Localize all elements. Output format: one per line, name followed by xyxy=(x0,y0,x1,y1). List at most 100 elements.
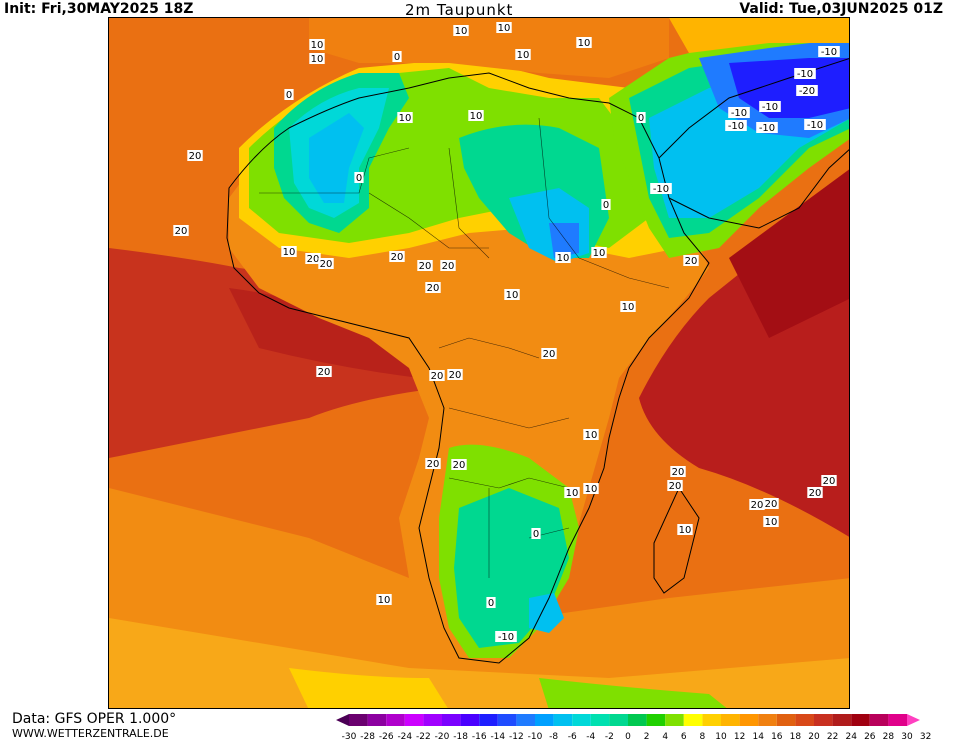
contour-label-text: 10 xyxy=(566,488,579,499)
legend-swatch xyxy=(776,714,796,726)
legend-tick-label: -6 xyxy=(568,732,577,741)
legend-tick-label: -14 xyxy=(490,732,505,741)
contour-label-text: 10 xyxy=(593,248,606,259)
legend-tick-label: 16 xyxy=(771,732,783,741)
legend-tick-label: -22 xyxy=(416,732,431,741)
contour-label: 10 xyxy=(504,289,520,301)
contour-label-box xyxy=(794,68,816,79)
arabian-sea-field xyxy=(729,169,849,338)
contour-label-text: 10 xyxy=(399,113,412,124)
contour-label: 10 xyxy=(583,429,599,441)
contour-label-box xyxy=(440,260,456,271)
contour-label-box xyxy=(541,348,557,359)
contour-label-box xyxy=(807,487,823,498)
contour-label-box xyxy=(667,480,683,491)
legend-swatch xyxy=(442,714,461,726)
contour-label-box xyxy=(392,51,402,62)
legend-tick-label: 24 xyxy=(845,732,857,741)
legend-tick-label: 14 xyxy=(752,732,764,741)
contour-label-text: 10 xyxy=(679,525,692,536)
contour-label-box xyxy=(376,594,392,605)
contour-label-text: 0 xyxy=(533,529,539,540)
contour-label-text: -10 xyxy=(653,184,669,195)
contour-label-text: 0 xyxy=(603,200,609,211)
contour-label-box xyxy=(397,112,413,123)
contour-label-text: -10 xyxy=(762,102,778,113)
legend-tick-label: -12 xyxy=(509,732,524,741)
contour-label-box xyxy=(670,466,686,477)
map-title: 2m Taupunkt xyxy=(405,1,514,19)
contour-label-box xyxy=(425,282,441,293)
contour-label: 10 xyxy=(591,247,607,259)
legend-swatch xyxy=(609,714,628,726)
contour-label-box xyxy=(763,516,779,527)
dewpoint-map[interactable]: 10 10 10 10 10 10 0 0 10 10 0 20 20 10 20 20 20 20 20 20 20 2… xyxy=(108,17,850,709)
legend-tick-label: 10 xyxy=(715,732,727,741)
contour-label-box xyxy=(495,631,517,642)
contour-label: 20 xyxy=(821,475,837,487)
contour-label-text: 10 xyxy=(506,290,519,301)
contour-label-text: 20 xyxy=(320,259,333,270)
legend-tick-label: -18 xyxy=(453,732,468,741)
contour-label-text: -10 xyxy=(759,123,775,134)
contour-label-text: 20 xyxy=(442,261,455,272)
contour-label: -10 xyxy=(756,122,778,134)
contour-label-text: 20 xyxy=(809,488,822,499)
contour-label-text: 20 xyxy=(453,460,466,471)
contour-label: 0 xyxy=(636,112,646,124)
iran-deep-blue xyxy=(729,58,849,118)
contour-label-box xyxy=(316,366,332,377)
contour-label: 20 xyxy=(305,253,321,265)
contour-label-box xyxy=(583,429,599,440)
contour-label: 0 xyxy=(486,597,496,609)
contour-label-text: 10 xyxy=(517,50,530,61)
contour-label-box xyxy=(650,183,672,194)
contour-label: 10 xyxy=(677,524,693,536)
contour-label: 20 xyxy=(429,370,445,382)
contour-label-box xyxy=(531,528,541,539)
contour-label-text: -10 xyxy=(821,47,837,58)
contour-label: 20 xyxy=(425,458,441,470)
contour-label: 20 xyxy=(683,255,699,267)
legend-tick-label: -28 xyxy=(360,732,375,741)
contour-label-box xyxy=(354,172,364,183)
legend-swatch xyxy=(535,714,554,726)
contour-label: 10 xyxy=(376,594,392,606)
contour-label: -10 xyxy=(725,120,747,132)
legend-swatch xyxy=(795,714,814,726)
gulf-core-field xyxy=(229,288,419,378)
contour-label-text: -10 xyxy=(797,69,813,80)
southern-green-field xyxy=(539,678,727,708)
contour-label: 20 xyxy=(389,251,405,263)
legend-swatch xyxy=(739,714,759,726)
contour-label-text: 20 xyxy=(823,476,836,487)
contour-label-text: 10 xyxy=(585,430,598,441)
contour-label: 20 xyxy=(318,258,334,270)
contour-label-box xyxy=(749,499,765,510)
legend-tick-label: -26 xyxy=(379,732,394,741)
mediterranean-field xyxy=(309,18,669,78)
contour-label: 10 xyxy=(555,252,571,264)
contour-label: 20 xyxy=(667,480,683,492)
contour-label: 10 xyxy=(397,112,413,124)
contour-label-box xyxy=(425,458,441,469)
contour-label-box xyxy=(486,597,496,608)
contour-label: 20 xyxy=(440,260,456,272)
contour-label-text: 10 xyxy=(311,40,324,51)
legend-swatch xyxy=(758,714,777,726)
contour-label-box xyxy=(284,89,294,100)
contour-label-box xyxy=(555,252,571,263)
legend-tick-label: -2 xyxy=(605,732,614,741)
legend-tick-label: 28 xyxy=(883,732,895,741)
contour-label: -10 xyxy=(804,119,826,131)
contour-label: 20 xyxy=(541,348,557,360)
contour-label-text: 10 xyxy=(585,484,598,495)
contour-label-text: 0 xyxy=(356,173,362,184)
contour-label-box xyxy=(173,225,189,236)
contour-label-box xyxy=(318,258,334,269)
legend-swatch xyxy=(721,714,740,726)
contour-label-text: 10 xyxy=(557,253,570,264)
contour-label: 20 xyxy=(425,282,441,294)
contour-label-text: 0 xyxy=(638,113,644,124)
contour-label: 20 xyxy=(316,366,332,378)
